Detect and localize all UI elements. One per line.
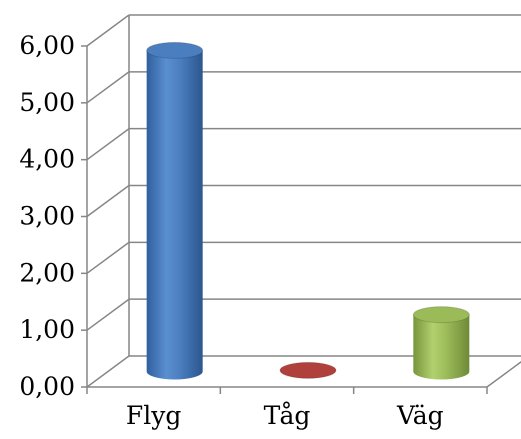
- y-tick-label: 5,00: [19, 88, 75, 117]
- depth-line: [86, 298, 130, 331]
- depth-line: [86, 241, 130, 274]
- y-tick-label: 0,00: [19, 372, 75, 401]
- y-tick-label: 2,00: [19, 258, 75, 287]
- x-axis-labels: Flyg Tåg Väg: [126, 401, 444, 430]
- y-tick-label: 4,00: [19, 145, 75, 174]
- depth-line: [86, 14, 130, 47]
- depth-line: [86, 184, 130, 218]
- depth-line: [86, 128, 130, 161]
- y-axis-ticks: 0,00 1,00 2,00 3,00 4,00 5,00 6,00: [19, 31, 75, 401]
- bar-body: [146, 50, 203, 380]
- y-tick-label: 6,00: [19, 31, 75, 60]
- x-tick-label: Flyg: [126, 401, 181, 430]
- floor-right-edge: [486, 360, 521, 388]
- bar-body: [413, 314, 470, 380]
- chart-bars: [146, 41, 470, 380]
- bar-top: [412, 306, 470, 324]
- y-tick-label: 1,00: [19, 315, 75, 344]
- depth-line: [86, 71, 130, 104]
- x-tick-label: Väg: [396, 401, 444, 430]
- bar-väg: [412, 306, 470, 380]
- depth-line: [86, 355, 130, 388]
- bar-tåg: [279, 361, 337, 379]
- chart-frame: [81, 14, 521, 394]
- x-tick-label: Tåg: [264, 401, 311, 430]
- bar-top: [146, 41, 204, 59]
- bar-flyg: [146, 41, 204, 380]
- bar-top: [279, 361, 337, 379]
- y-tick-label: 3,00: [19, 202, 75, 231]
